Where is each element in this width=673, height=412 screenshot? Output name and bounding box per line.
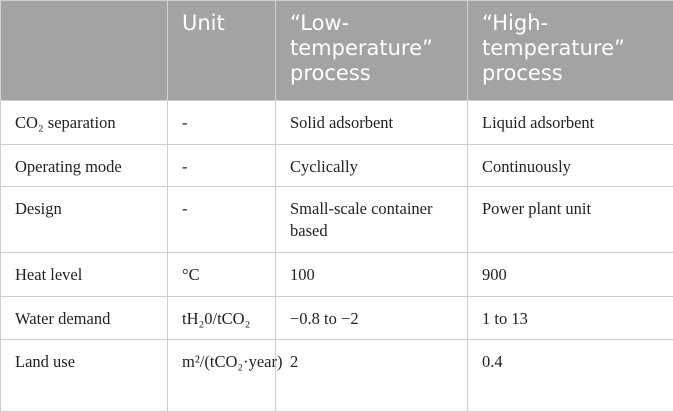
table-cell: -	[167, 100, 276, 145]
table-row: Heat level °C 100 900	[0, 252, 673, 297]
header-cell: Unit	[167, 0, 276, 101]
table-cell: 900	[467, 252, 673, 297]
table-cell: Power plant unit	[467, 186, 673, 253]
table-row: Design - Small-scale container based Power …	[0, 186, 673, 253]
table-cell: Continuously	[467, 144, 673, 187]
table-cell: 100	[275, 252, 468, 297]
row-label: Operating mode	[0, 144, 168, 187]
table-cell: -	[167, 144, 276, 187]
table-cell: Small-scale container based	[275, 186, 468, 253]
table-cell: 2	[275, 339, 468, 412]
table-cell: 0.4	[467, 339, 673, 412]
table-cell: m²/(tCO₂·year)	[167, 339, 283, 412]
table-body: CO₂ separation - Solid adsorbent Liquid ads…	[0, 100, 673, 412]
table-cell: Liquid adsorbent	[467, 100, 673, 145]
table-cell: Solid adsorbent	[275, 100, 468, 145]
header-row: Unit “Low-temperature” process “High-tem…	[0, 0, 673, 101]
table-row: Land use m²/(tCO₂·year) 2 0.4	[0, 339, 673, 412]
row-label: Design	[0, 186, 168, 253]
row-label: CO₂ separation	[0, 100, 168, 145]
row-label: Water demand	[0, 296, 168, 340]
table-row: Water demand tH₂0/tCO₂ −0.8 to −2 1 to 13	[0, 296, 673, 340]
table-row: Operating mode - Cyclically Continuously	[0, 144, 673, 187]
row-label: Heat level	[0, 252, 168, 297]
table-cell: 1 to 13	[467, 296, 673, 340]
table-cell: Cyclically	[275, 144, 468, 187]
row-label: Land use	[0, 339, 168, 412]
header-cell: “High-temperature” process	[467, 0, 673, 101]
table-cell: −0.8 to −2	[275, 296, 468, 340]
header-cell: “Low-temperature” process	[275, 0, 468, 101]
table-cell: -	[167, 186, 276, 253]
table-cell: °C	[167, 252, 276, 297]
header-cell	[0, 0, 168, 101]
table-row: CO₂ separation - Solid adsorbent Liquid ads…	[0, 100, 673, 145]
table-cell: tH₂0/tCO₂	[167, 296, 276, 340]
